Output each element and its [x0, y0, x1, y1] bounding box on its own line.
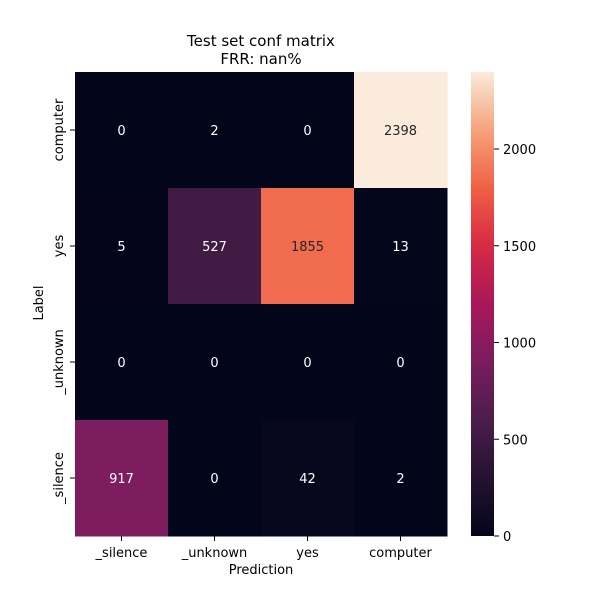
x-tick-label: _silence	[95, 546, 148, 561]
heatmap-cell	[168, 304, 262, 421]
y-tick-label: _unknown	[52, 329, 67, 396]
cell-value-label: 2	[396, 472, 404, 487]
x-tick-label: computer	[369, 546, 432, 561]
y-tick-label: yes	[52, 235, 67, 258]
cell-value-label: 5	[117, 240, 125, 255]
heatmap-cell	[261, 420, 355, 537]
y-tick-label: computer	[52, 98, 67, 161]
colorbar-tick-label: 500	[503, 433, 528, 448]
y-axis-ticks: computer yes _unknown _silence	[52, 98, 75, 505]
cell-value-label: 0	[210, 356, 218, 371]
x-axis-ticks: _silence _unknown yes computer	[95, 536, 432, 561]
heatmap-cell	[354, 420, 448, 537]
colorbar-tick-label: 2000	[503, 143, 536, 158]
heatmap-cell	[168, 72, 262, 189]
heatmap-cell	[168, 188, 262, 305]
colorbar-gradient	[471, 72, 494, 536]
heatmap-cell	[261, 188, 355, 305]
cell-value-label: 13	[392, 240, 409, 255]
cell-value-label: 0	[303, 356, 311, 371]
cell-value-label: 0	[396, 356, 404, 371]
y-axis-label: Label	[32, 285, 47, 320]
colorbar: 0 500 1000 1500 2000	[471, 72, 536, 545]
colorbar-tick-label: 0	[503, 530, 511, 545]
x-tick-label: _unknown	[181, 546, 248, 561]
heatmap-cell	[75, 72, 169, 189]
cell-value-label: 0	[210, 472, 218, 487]
cell-value-label: 2398	[384, 124, 417, 139]
heatmap-cell	[168, 420, 262, 537]
cell-value-label: 1855	[291, 240, 324, 255]
heatmap-cell	[354, 72, 448, 189]
x-axis-label: Prediction	[229, 563, 294, 578]
heatmap-cells: 0 2 0 2398 5 527 1855 13 0 0 0 0 917 0 42 2	[75, 72, 448, 537]
cell-value-label: 527	[202, 240, 227, 255]
cell-value-label: 0	[117, 356, 125, 371]
heatmap-cell	[75, 420, 169, 537]
cell-value-label: 917	[109, 472, 134, 487]
chart-subtitle: FRR: nan%	[220, 50, 301, 68]
cell-value-label: 0	[117, 124, 125, 139]
y-tick-label: _silence	[52, 452, 67, 505]
heatmap-cell	[354, 304, 448, 421]
chart-title: Test set conf matrix	[186, 32, 335, 50]
cell-value-label: 0	[303, 124, 311, 139]
cell-value-label: 42	[299, 472, 316, 487]
colorbar-tick-label: 1500	[503, 240, 536, 255]
heatmap-cell	[75, 188, 169, 305]
x-tick-label: yes	[296, 546, 319, 561]
heatmap-cell	[354, 188, 448, 305]
heatmap-cell	[75, 304, 169, 421]
cell-value-label: 2	[210, 124, 218, 139]
colorbar-tick-label: 1000	[503, 337, 536, 352]
heatmap-cell	[261, 72, 355, 189]
heatmap-cell	[261, 304, 355, 421]
